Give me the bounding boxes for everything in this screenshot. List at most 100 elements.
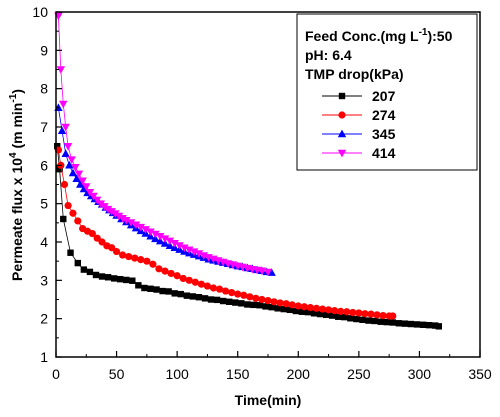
data-point-207 (395, 320, 403, 327)
data-point-414 (59, 100, 68, 109)
data-point-274 (125, 252, 133, 261)
data-point-274 (98, 238, 106, 246)
x-tick-label: 100 (165, 366, 189, 382)
data-point-207 (435, 323, 443, 330)
data-point-345 (68, 168, 78, 177)
data-point-414 (160, 235, 170, 243)
legend-feed-conc: Feed Conc.(mg L-1):50 (305, 27, 453, 44)
data-point-414 (126, 219, 136, 227)
data-point-207 (117, 275, 124, 283)
data-point-274 (389, 312, 397, 320)
y-tick-label: 3 (40, 272, 48, 288)
data-point-414 (146, 228, 155, 237)
x-axis-title: Time(min) (235, 392, 302, 408)
data-point-207 (165, 288, 172, 295)
data-point-207 (219, 297, 227, 305)
data-point-414 (107, 208, 116, 216)
data-point-207 (419, 321, 427, 328)
data-point-274 (203, 282, 212, 290)
data-point-207 (292, 307, 300, 315)
series-414 (54, 12, 273, 277)
y-tick-label: 2 (40, 311, 48, 327)
data-point-274 (149, 260, 157, 268)
data-point-414 (185, 246, 194, 255)
x-tick-label: 250 (347, 366, 371, 382)
data-point-274 (306, 303, 314, 312)
data-point-207 (147, 285, 154, 292)
data-point-207 (377, 318, 384, 325)
data-point-207 (60, 215, 67, 223)
data-point-274 (318, 305, 327, 313)
y-tick-label: 10 (32, 4, 48, 20)
data-point-274 (228, 289, 236, 297)
data-point-274 (300, 303, 308, 311)
data-point-274 (167, 269, 175, 278)
data-point-207 (67, 249, 74, 256)
data-point-345 (79, 184, 89, 193)
legend-label-207: 207 (372, 88, 396, 104)
data-point-345 (65, 160, 74, 169)
data-point-414 (194, 250, 204, 258)
x-tick-label: 300 (408, 366, 432, 382)
data-point-207 (183, 292, 191, 299)
data-point-414 (63, 142, 73, 151)
y-tick-label: 8 (40, 81, 48, 97)
data-point-414 (257, 267, 267, 276)
data-point-414 (71, 164, 80, 172)
data-point-207 (298, 308, 306, 315)
data-point-207 (135, 282, 142, 289)
data-point-414 (131, 221, 141, 230)
legend: Feed Conc.(mg L-1):50 pH: 6.4 TMP drop(k… (296, 13, 478, 171)
data-point-207 (262, 303, 269, 310)
data-point-207 (153, 286, 160, 293)
data-point-414 (100, 203, 109, 211)
data-point-414 (141, 226, 150, 234)
legend-marker-274 (338, 111, 346, 119)
data-point-207 (110, 275, 118, 282)
legend-label-274: 274 (372, 107, 396, 123)
data-point-207 (56, 165, 63, 173)
data-point-414 (114, 212, 124, 221)
data-point-274 (64, 201, 72, 210)
data-point-274 (373, 311, 381, 319)
data-point-345 (76, 180, 85, 188)
data-point-207 (207, 296, 215, 303)
data-point-207 (244, 301, 251, 308)
data-point-414 (85, 188, 95, 197)
data-point-207 (431, 322, 439, 329)
data-point-207 (407, 320, 415, 328)
data-point-274 (173, 272, 181, 280)
data-point-274 (161, 267, 169, 275)
legend-ph: pH: 6.4 (305, 47, 352, 63)
data-point-207 (316, 310, 324, 318)
data-point-274 (379, 312, 387, 320)
data-point-207 (341, 313, 348, 321)
data-point-274 (185, 276, 193, 284)
data-point-207 (92, 271, 100, 279)
data-point-414 (82, 183, 91, 191)
data-point-414 (199, 252, 208, 260)
data-point-274 (282, 300, 290, 308)
legend-marker-414 (337, 149, 347, 158)
data-point-274 (131, 254, 139, 262)
data-point-274 (143, 257, 151, 265)
data-point-274 (337, 307, 345, 315)
data-point-274 (355, 309, 363, 317)
data-point-414 (103, 205, 113, 214)
data-point-274 (264, 297, 272, 305)
y-axis-ticks: 1 2 3 4 5 6 7 8 9 10 (32, 4, 62, 365)
data-point-274 (108, 244, 116, 252)
data-point-274 (240, 291, 248, 299)
data-point-274 (209, 284, 218, 292)
data-point-414 (180, 244, 189, 253)
data-point-207 (425, 321, 433, 329)
legend-label-414: 414 (372, 145, 396, 161)
data-point-207 (195, 294, 203, 301)
data-point-207 (383, 318, 390, 326)
data-point-414 (92, 196, 102, 205)
data-point-414 (56, 66, 66, 74)
data-point-207 (250, 301, 257, 309)
data-point-207 (329, 312, 336, 319)
data-point-414 (118, 215, 127, 223)
